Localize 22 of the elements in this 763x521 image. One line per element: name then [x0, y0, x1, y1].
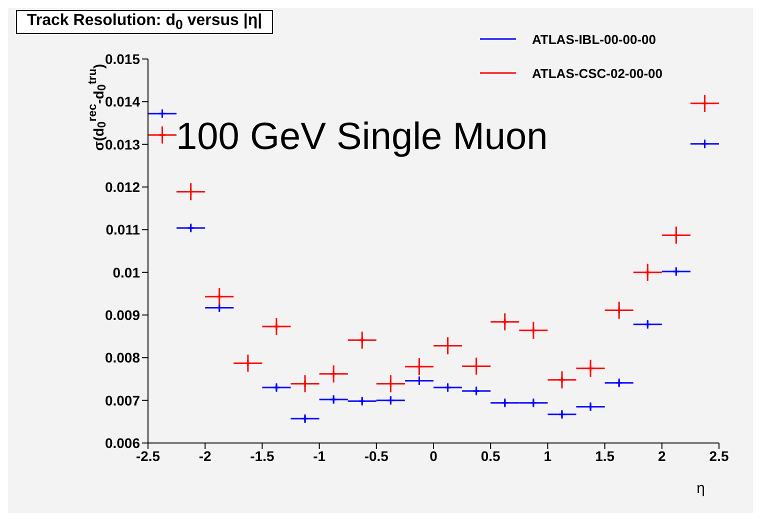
legend-label: ATLAS-CSC-02-00-00: [532, 66, 663, 80]
y-tick-label: 0.015: [104, 50, 140, 67]
annotation: 100 GeV Single Muon: [176, 116, 548, 159]
legend-label: ATLAS-IBL-00-00-00: [532, 32, 656, 46]
x-tick-label: -1: [313, 448, 326, 464]
x-tick-label: 0: [430, 448, 438, 464]
y-tick-label: 0.007: [104, 392, 140, 408]
y-tick-label: 0.009: [104, 306, 140, 323]
x-tick-label: 0.5: [480, 448, 501, 464]
x-tick-label: 1: [544, 448, 552, 464]
x-tick-label: 1.5: [595, 448, 615, 464]
x-tick-label: -1.5: [250, 448, 274, 464]
x-tick-label: 2.5: [709, 448, 729, 464]
x-tick-label: 2: [658, 448, 666, 464]
y-tick-label: 0.008: [104, 350, 140, 366]
chart-title: Track Resolution: d$_{0}$ versus |η|: [27, 12, 262, 32]
y-tick-label: 0.011: [106, 222, 140, 238]
y-tick-label: 0.01: [112, 264, 140, 280]
x-tick-label: -2: [198, 448, 212, 464]
y-tick-label: 0.012: [104, 178, 140, 195]
x-axis-title: η: [696, 480, 705, 497]
x-tick-label: -0.5: [364, 448, 389, 464]
